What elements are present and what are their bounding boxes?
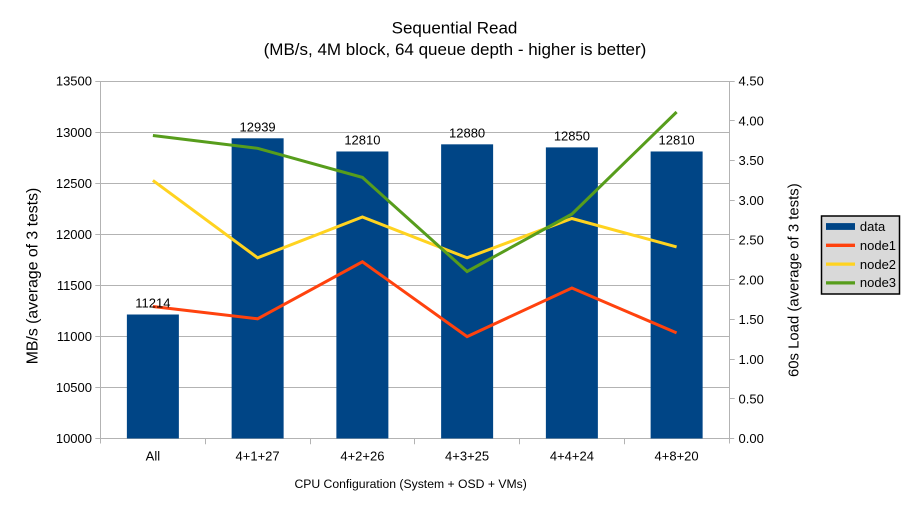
svg-text:11500: 11500	[57, 278, 92, 293]
svg-text:2.50: 2.50	[739, 233, 764, 248]
svg-text:3.50: 3.50	[739, 153, 764, 168]
svg-text:2.00: 2.00	[739, 272, 764, 287]
svg-text:10500: 10500	[56, 380, 92, 395]
svg-text:12000: 12000	[56, 227, 92, 242]
svg-text:4.50: 4.50	[739, 74, 764, 89]
svg-text:60s Load (average of 3 tests): 60s Load (average of 3 tests)	[787, 183, 803, 377]
svg-text:4+8+20: 4+8+20	[655, 449, 699, 464]
svg-text:4.00: 4.00	[739, 113, 764, 128]
svg-text:13500: 13500	[56, 74, 92, 89]
svg-text:12939: 12939	[240, 119, 276, 134]
svg-text:12500: 12500	[56, 176, 92, 191]
svg-text:13000: 13000	[56, 125, 92, 140]
svg-text:1.50: 1.50	[739, 312, 764, 327]
svg-text:12850: 12850	[554, 128, 590, 143]
svg-text:Sequential Read: Sequential Read	[392, 19, 518, 38]
svg-text:12810: 12810	[659, 133, 695, 148]
svg-text:All: All	[146, 449, 161, 464]
svg-text:4+4+24: 4+4+24	[550, 449, 594, 464]
svg-text:3.00: 3.00	[739, 193, 764, 208]
svg-text:0.50: 0.50	[739, 392, 764, 407]
svg-text:11000: 11000	[57, 329, 92, 344]
svg-text:node3: node3	[860, 275, 896, 290]
svg-text:node2: node2	[860, 257, 896, 272]
svg-text:data: data	[860, 219, 886, 234]
svg-text:12880: 12880	[449, 125, 485, 140]
svg-text:4+1+27: 4+1+27	[236, 449, 280, 464]
svg-text:node1: node1	[860, 238, 896, 253]
svg-text:1.00: 1.00	[739, 352, 764, 367]
svg-text:12810: 12810	[344, 133, 380, 148]
svg-text:4+3+25: 4+3+25	[445, 449, 489, 464]
svg-text:CPU Configuration (System + OS: CPU Configuration (System + OSD + VMs)	[294, 477, 526, 491]
svg-text:0.00: 0.00	[739, 431, 764, 446]
svg-text:11214: 11214	[135, 296, 170, 311]
svg-text:10000: 10000	[56, 431, 92, 446]
svg-text:(MB/s, 4M block, 64 queue dept: (MB/s, 4M block, 64 queue depth - higher…	[264, 40, 647, 59]
svg-text:4+2+26: 4+2+26	[340, 449, 384, 464]
svg-text:MB/s (average of 3 tests): MB/s (average of 3 tests)	[25, 188, 42, 364]
